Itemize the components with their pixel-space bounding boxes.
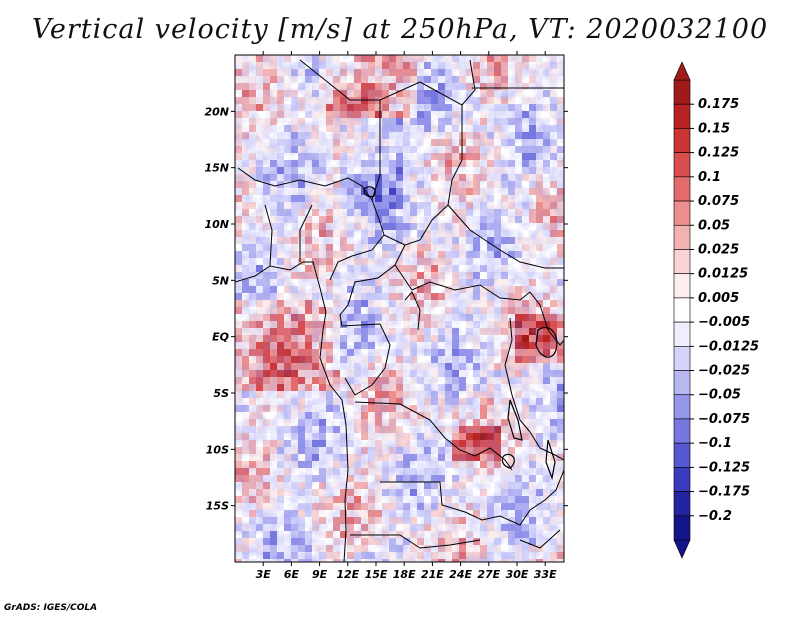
colorbar-swatch: [673, 491, 691, 517]
border-algeria: [299, 59, 421, 101]
border-benin-togo: [299, 204, 313, 262]
x-tick-label: 27E: [477, 568, 500, 581]
y-axis: 20N 15N 10N 5N EQ 5S 10S 15S: [204, 105, 568, 513]
border-sudan-south: [447, 204, 564, 269]
x-tick-label: 24E: [449, 568, 472, 581]
y-tick-label: 10N: [204, 218, 229, 231]
lake-chad: [363, 186, 376, 198]
colorbar-label: −0.2: [698, 509, 732, 524]
colorbar-swatch: [673, 321, 691, 347]
border-zimbabwe: [519, 529, 561, 549]
border-ghana: [264, 204, 273, 267]
map-frame: [234, 54, 565, 563]
x-tick-label: 3E: [256, 568, 272, 581]
colorbar-label: −0.075: [698, 412, 750, 427]
lake-bangweulu: [501, 453, 515, 469]
border-congo-gabon: [344, 323, 391, 396]
y-tick-label: 20N: [204, 105, 229, 118]
border-sahel: [237, 167, 373, 201]
x-tick-label: 12E: [336, 568, 359, 581]
colorbar-label: 0.175: [698, 97, 739, 112]
colorbar-swatch: [673, 103, 691, 129]
colorbar-label: 0.025: [698, 242, 739, 257]
x-tick-label: 18E: [393, 568, 416, 581]
colorbar-label: 0.05: [698, 218, 730, 233]
x-tick-label: 6E: [284, 568, 300, 581]
y-tick-label: 15S: [206, 500, 229, 513]
colorbar-swatch: [673, 467, 691, 492]
colorbar-label: −0.0125: [698, 339, 759, 354]
colorbar-swatch: [673, 346, 691, 371]
chart-title: Vertical velocity [m/s] at 250hPa, VT: 2…: [31, 14, 769, 45]
colorbar-label: −0.125: [698, 460, 750, 475]
border-angola-drc: [354, 401, 513, 471]
credit-label: GrADS: IGES/COLA: [4, 603, 98, 613]
border-uganda-kenya: [529, 291, 564, 346]
colorbar-label: −0.1: [698, 436, 732, 451]
colorbar-swatch: [673, 152, 691, 178]
lake-malawi: [545, 439, 556, 481]
colorbar-swatch: [673, 297, 691, 323]
x-tick-label: 21E: [421, 568, 444, 581]
colorbar-label: 0.005: [698, 291, 739, 306]
colorbar-swatch: [673, 200, 691, 226]
country-borders: [235, 59, 564, 562]
border-malawi-mozambique: [529, 469, 564, 511]
colorbar-label: 0.075: [698, 194, 739, 209]
y-tick-label: 10S: [206, 443, 229, 456]
border-nigeria-cameroon: [329, 199, 385, 281]
colorbar-swatch: [673, 418, 691, 444]
colorbar-swatch: [673, 515, 691, 541]
colorbar-label: 0.125: [698, 146, 739, 161]
colorbar-swatch: [673, 128, 691, 153]
coastline-guinea-gulf: [235, 261, 327, 313]
colorbar-swatch: [673, 224, 691, 250]
colorbar-swatch: [673, 394, 691, 420]
border-namibia: [350, 534, 481, 549]
field-texture: [235, 55, 564, 562]
border-car-congo: [339, 244, 406, 327]
colorbar-top-arrow: [673, 61, 691, 81]
border-libya-egypt: [461, 59, 476, 106]
colorbar-label: 0.1: [698, 170, 721, 185]
colorbar-label: 0.0125: [698, 267, 748, 282]
y-tick-label: 15N: [204, 162, 229, 175]
colorbar-label: −0.05: [698, 388, 741, 403]
coastline-west-africa: [319, 311, 349, 562]
colorbar-label: −0.005: [698, 315, 750, 330]
velocity-field: [235, 55, 564, 562]
colorbar-label: −0.025: [698, 364, 750, 379]
border-car-drc: [394, 264, 531, 301]
x-tick-label: 15E: [365, 568, 388, 581]
y-tick-label: 5N: [212, 274, 229, 287]
x-tick-label: 33E: [534, 568, 557, 581]
y-tick-label: EQ: [212, 331, 229, 344]
colorbar-swatch: [673, 442, 691, 468]
y-tick-label: 5S: [213, 387, 229, 400]
colorbar-swatch: [673, 79, 691, 105]
colorbar-bottom-arrow: [673, 539, 691, 559]
colorbar-swatch: [673, 176, 691, 202]
lake-tanganyika: [507, 399, 523, 441]
colorbar: 0.175 0.15 0.125 0.1 0.075 0.05 0.025 0.0125 0.0…: [673, 61, 759, 559]
colorbar-swatch: [673, 273, 691, 299]
lakes: [363, 186, 558, 481]
lake-victoria: [535, 327, 558, 358]
border-niger-chad: [371, 100, 381, 201]
x-axis: 3E 6E 9E 12E 15E 18E 21E 24E 27E 30E 33E: [256, 51, 557, 581]
colorbar-swatch: [673, 370, 691, 396]
x-tick-label: 30E: [506, 568, 529, 581]
lake-border: [404, 291, 421, 331]
border-angola-zambia: [380, 481, 531, 526]
colorbar-swatch: [673, 249, 691, 274]
border-drc-east: [504, 317, 531, 433]
colorbar-label: −0.175: [698, 485, 750, 500]
x-tick-label: 9E: [312, 568, 328, 581]
colorbar-label: 0.15: [698, 121, 730, 136]
